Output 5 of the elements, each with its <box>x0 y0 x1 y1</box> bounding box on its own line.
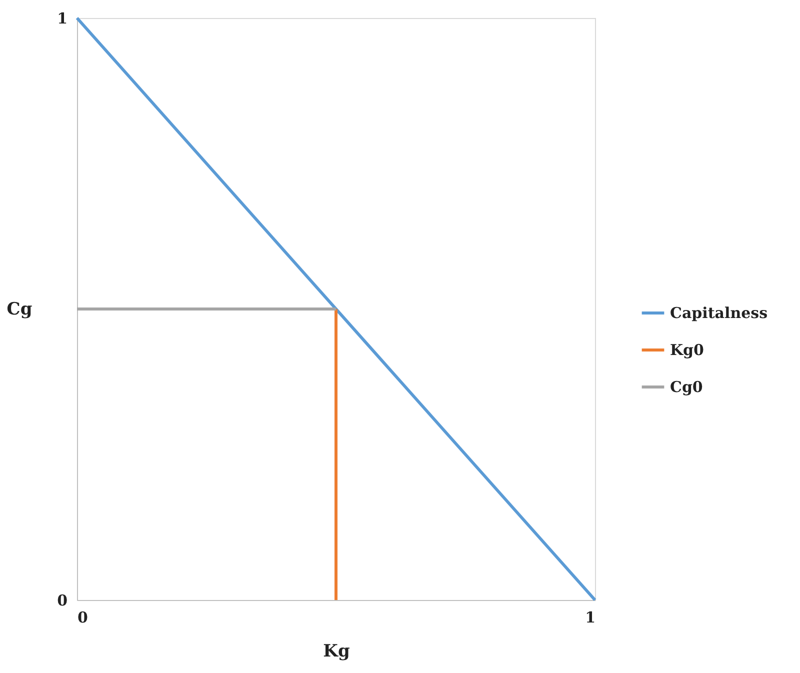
x-axis-title: Kg <box>323 642 350 662</box>
legend-label: Capitalness <box>670 304 768 322</box>
y-axis-title: Cg <box>6 300 32 320</box>
legend-label: Cg0 <box>670 378 703 396</box>
legend-label: Kg0 <box>670 341 704 359</box>
